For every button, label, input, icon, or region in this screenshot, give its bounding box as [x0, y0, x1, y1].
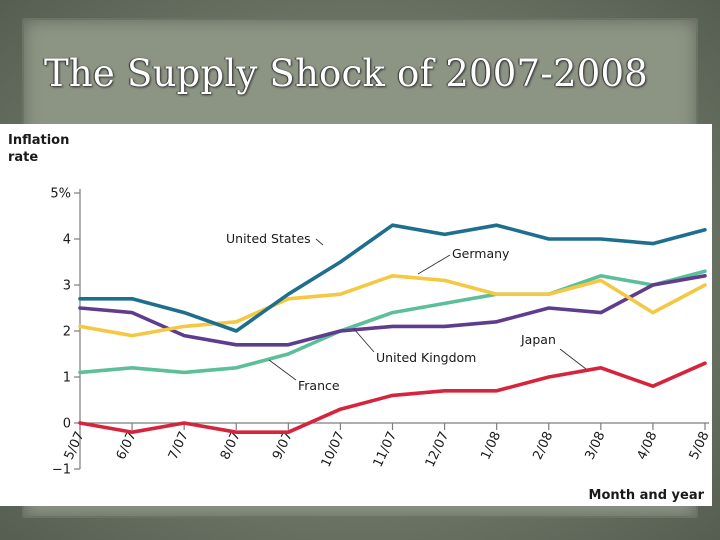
series-label-united-states: United States [226, 231, 311, 246]
x-tick-label: 2/08 [530, 429, 556, 462]
x-axis-title: Month and year [589, 488, 705, 503]
series-line-france [78, 269, 707, 375]
series-label-japan: Japan [520, 332, 556, 347]
y-tick-label: 2 [63, 325, 71, 340]
y-tick-label: 3 [63, 279, 71, 294]
y-axis-title-line1: Inflation [8, 133, 69, 148]
leader-line-france [268, 359, 297, 381]
leader-line-japan [559, 348, 587, 370]
y-tick-label: 5% [50, 187, 71, 202]
series-line-japan [78, 361, 707, 435]
series-line-united-states [78, 223, 707, 333]
series-label-germany: Germany [452, 246, 510, 261]
slide-title: The Supply Shock of 2007-2008 [44, 52, 648, 95]
leader-line-germany [417, 254, 451, 275]
y-tick-label: 0 [63, 417, 71, 432]
chart-panel: Inflation rate Month and year 5% 4 3 2 1 0 −1 5… [0, 124, 712, 506]
y-axis-title-line2: rate [8, 150, 38, 165]
x-tick-label: 11/07 [371, 429, 400, 469]
x-tick-label: 7/07 [166, 429, 192, 462]
series-label-united-kingdom: United Kingdom [376, 350, 476, 365]
x-tick-label: 10/07 [319, 429, 348, 469]
x-tick-label: 5/08 [687, 429, 712, 462]
series-lines [78, 223, 707, 435]
leader-line-united-kingdom [353, 328, 375, 353]
series-annotations: United States Germany United Kingdom France… [226, 231, 587, 393]
series-label-france: France [298, 378, 340, 393]
x-tick-label: 8/07 [218, 429, 244, 462]
x-tick-label: 3/08 [583, 429, 609, 462]
x-tick-label: 4/08 [635, 429, 661, 462]
x-tick-label: 5/07 [62, 429, 88, 462]
y-tick-label: −1 [52, 463, 71, 478]
x-tick-label: 6/07 [114, 429, 140, 462]
series-line-germany [78, 274, 707, 338]
x-tick-label: 9/07 [270, 429, 296, 462]
leader-line-united-states [315, 238, 324, 246]
y-tick-label: 1 [63, 371, 71, 386]
x-tick-label: 12/07 [423, 429, 452, 469]
inflation-line-chart: Inflation rate Month and year 5%43210−15… [8, 133, 712, 503]
x-tick-label: 1/08 [478, 429, 504, 462]
y-tick-label: 4 [63, 233, 71, 248]
series-line-united-kingdom [78, 274, 707, 347]
